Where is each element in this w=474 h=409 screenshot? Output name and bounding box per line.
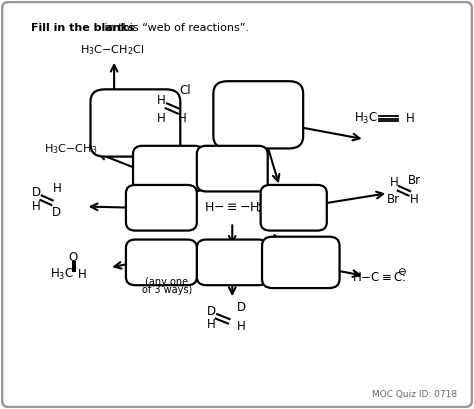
Text: H$_3$C: H$_3$C: [354, 111, 378, 126]
Text: O: O: [69, 251, 78, 264]
Text: D: D: [237, 301, 246, 314]
Text: of 3 ways): of 3 ways): [142, 285, 192, 295]
Text: H$_3$C$-$CH$_2$Cl: H$_3$C$-$CH$_2$Cl: [80, 43, 144, 56]
FancyBboxPatch shape: [261, 185, 327, 231]
FancyBboxPatch shape: [133, 146, 204, 191]
Text: Br: Br: [387, 193, 401, 206]
Text: H: H: [390, 176, 398, 189]
Text: H: H: [410, 193, 419, 206]
Text: H$-$$\equiv$$-$H: H$-$$\equiv$$-$H: [204, 201, 260, 214]
Text: H: H: [207, 318, 215, 331]
Text: MOC Quiz ID: 0718: MOC Quiz ID: 0718: [372, 390, 457, 399]
Text: Br: Br: [408, 174, 421, 187]
Text: (any one: (any one: [146, 277, 189, 287]
Text: H: H: [78, 268, 86, 281]
Text: D: D: [52, 206, 61, 219]
FancyBboxPatch shape: [262, 237, 339, 288]
Text: Fill in the blanks: Fill in the blanks: [31, 23, 135, 33]
Text: H: H: [237, 320, 246, 333]
FancyBboxPatch shape: [126, 240, 197, 285]
Text: H: H: [406, 112, 415, 126]
Text: H: H: [157, 112, 166, 126]
Text: H: H: [32, 200, 40, 213]
FancyBboxPatch shape: [197, 240, 268, 285]
FancyBboxPatch shape: [213, 81, 303, 148]
Text: D: D: [207, 305, 216, 318]
FancyBboxPatch shape: [126, 185, 197, 231]
Text: H$_3$C$-$CH$_3$: H$_3$C$-$CH$_3$: [44, 142, 97, 156]
Text: H$_3$C: H$_3$C: [50, 267, 74, 282]
Text: in this “web of reactions”.: in this “web of reactions”.: [101, 23, 249, 33]
Text: Cl: Cl: [179, 84, 191, 97]
FancyBboxPatch shape: [91, 89, 180, 157]
Text: H: H: [53, 182, 62, 195]
Text: D: D: [32, 186, 41, 199]
Text: H: H: [157, 94, 166, 107]
Text: H$-$C$\equiv$C:: H$-$C$\equiv$C:: [352, 271, 406, 284]
Text: $\ominus$: $\ominus$: [397, 266, 406, 277]
Text: H: H: [178, 112, 187, 126]
FancyBboxPatch shape: [197, 146, 268, 191]
